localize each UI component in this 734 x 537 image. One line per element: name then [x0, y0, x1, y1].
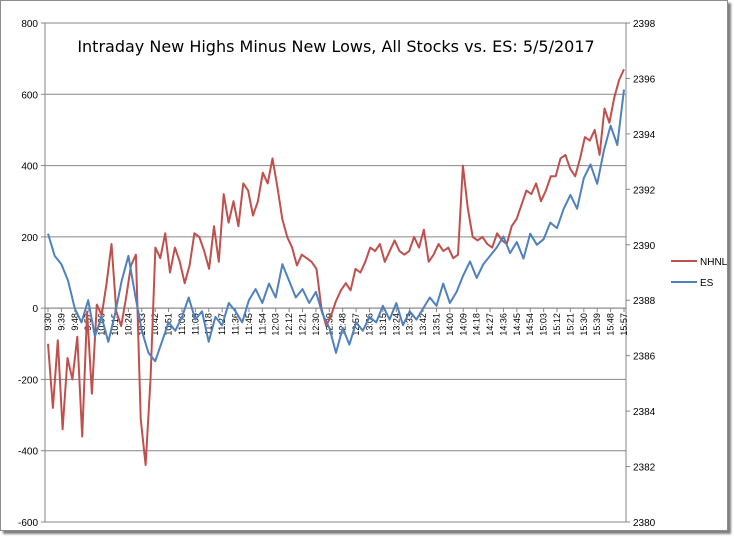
y-tick-label: 0	[32, 304, 38, 315]
y-axis-right: 2398 2396 2394 2392 2390 2388 2386 2384 2382 2380	[626, 19, 656, 529]
x-tick-label: 13:42	[418, 313, 428, 336]
series-line-nhnl	[47, 68, 625, 466]
x-tick-label: 11:09	[190, 313, 200, 335]
x-tick-label: 9:48	[70, 313, 80, 331]
y2-tick-label: 2382	[633, 463, 656, 474]
series-line-es	[47, 89, 625, 363]
x-tick-label: 12:39	[324, 313, 334, 336]
x-tick-label: 11:18	[204, 313, 214, 335]
x-tick-label: 12:12	[284, 313, 294, 336]
y2-tick-label: 2390	[633, 241, 656, 252]
legend-label-nhnl: NHNL	[700, 257, 728, 268]
y2-tick-label: 2398	[633, 19, 656, 30]
x-tick-label: 15:03	[539, 313, 549, 336]
plot-area-border	[44, 22, 627, 523]
y2-tick-label: 2394	[633, 130, 656, 141]
x-tick-label: 13:24	[391, 313, 401, 336]
y2-tick-label: 2388	[633, 296, 656, 307]
y2-tick-label: 2380	[633, 518, 656, 529]
y-tick-label: -600	[18, 518, 38, 529]
x-tick-label: 14:09	[458, 313, 468, 336]
x-tick-label: 14:18	[472, 313, 482, 336]
x-tick-label: 12:03	[271, 313, 281, 336]
x-tick-label: 10:15	[110, 313, 120, 336]
y-tick-label: 200	[21, 233, 38, 244]
x-tick-label: 10:33	[137, 313, 147, 336]
y-axis-left: 800 600 400 200 0 -200 -400 -600	[18, 19, 45, 529]
x-tick-label: 12:30	[311, 313, 321, 336]
y2-tick-label: 2384	[633, 407, 656, 418]
chart-title: Intraday New Highs Minus New Lows, All S…	[77, 37, 594, 56]
x-tick-label: 15:12	[552, 313, 562, 336]
x-tick-label: 15:48	[606, 313, 616, 336]
x-tick-label: 9:39	[56, 313, 66, 331]
x-tick-label: 13:06	[364, 313, 374, 336]
x-tick-label: 15:57	[619, 313, 629, 336]
x-tick-label: 14:27	[485, 313, 495, 336]
y-tick-label: 600	[21, 90, 38, 101]
y-tick-label: -200	[18, 375, 38, 386]
y-tick-label: 400	[21, 162, 38, 173]
x-tick-label: 13:15	[378, 313, 388, 336]
x-tick-label: 12:21	[298, 313, 308, 336]
x-tick-label: 11:00	[177, 313, 187, 335]
x-tick-label: 11:36	[231, 313, 241, 335]
x-tick-label: 11:54	[257, 313, 267, 335]
x-tick-label: 14:00	[445, 313, 455, 336]
x-tick-label: 15:21	[565, 313, 575, 336]
x-tick-label: 12:48	[338, 313, 348, 336]
legend-label-es: ES	[700, 278, 714, 289]
y2-tick-label: 2392	[633, 185, 656, 196]
x-tick-label: 15:39	[592, 313, 602, 336]
y-tick-label: 800	[21, 19, 38, 30]
x-tick-label: 13:33	[405, 313, 415, 336]
x-tick-label: 14:54	[525, 313, 535, 336]
x-tick-label: 14:36	[498, 313, 508, 336]
y-tick-label: -400	[18, 447, 38, 458]
x-tick-label: 11:45	[244, 313, 254, 335]
series-lines	[47, 68, 625, 466]
x-tick-label: 13:51	[431, 313, 441, 336]
legend: NHNL ES	[671, 257, 728, 289]
x-axis: 9:30 9:39 9:48 9:57 10:06 10:15 10:24 10:33 10:4…	[43, 307, 629, 336]
x-tick-label: 9:30	[43, 313, 53, 331]
y2-tick-label: 2386	[633, 352, 656, 363]
x-tick-label: 10:06	[97, 313, 107, 336]
x-tick-label: 14:45	[512, 313, 522, 336]
x-tick-label: 10:24	[123, 313, 133, 336]
x-tick-label: 10:42	[150, 313, 160, 336]
y2-tick-label: 2396	[633, 74, 656, 85]
x-tick-label: 15:30	[579, 313, 589, 336]
